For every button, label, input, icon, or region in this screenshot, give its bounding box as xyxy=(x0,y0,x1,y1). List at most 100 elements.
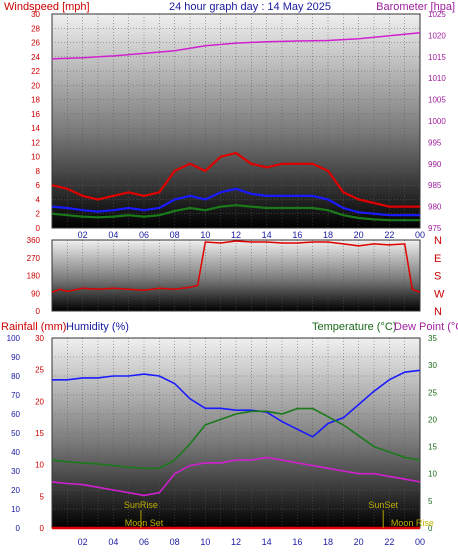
plot-background xyxy=(52,14,420,228)
barometer-tick-label: 990 xyxy=(428,160,442,169)
dew-point-line xyxy=(51,456,421,497)
wind-barometer-plot-area xyxy=(51,13,421,229)
direction-tick-label: 270 xyxy=(27,254,41,263)
x-tick-label: 02 xyxy=(78,537,88,547)
direction-tick-label: 0 xyxy=(36,307,41,316)
temperature-tick-label: 15 xyxy=(428,443,437,452)
windspeed-tick-label: 24 xyxy=(31,53,40,62)
compass-tick-label: W xyxy=(434,288,445,300)
rainfall-tick-label: 25 xyxy=(35,366,44,375)
rainfall-tick-label: 0 xyxy=(40,524,45,533)
barometer-tick-label: 1010 xyxy=(428,74,446,83)
windspeed-tick-label: 10 xyxy=(31,153,40,162)
windspeed-axis-label: Windspeed [mph] xyxy=(4,1,90,13)
x-tick-label: 00 xyxy=(415,537,425,547)
x-tick-label: 16 xyxy=(292,230,302,240)
barometer-tick-label: 1015 xyxy=(428,53,446,62)
windspeed-tick-label: 18 xyxy=(31,96,40,105)
compass-tick-label: N xyxy=(434,306,442,318)
x-tick-label: 02 xyxy=(78,230,88,240)
sun-event-label: SunRise xyxy=(124,500,158,510)
compass-tick-label: N xyxy=(434,235,442,247)
temperature-tick-label: 25 xyxy=(428,388,437,397)
barometer-tick-label: 985 xyxy=(428,181,442,190)
temperature-line xyxy=(51,407,421,470)
x-tick-label: 06 xyxy=(139,537,149,547)
barometer-tick-label: 980 xyxy=(428,203,442,212)
windspeed-tick-label: 12 xyxy=(31,138,40,147)
rainfall-tick-label: 20 xyxy=(35,397,44,406)
x-tick-label: 20 xyxy=(354,537,364,547)
rainfall-tick-label: 15 xyxy=(35,429,44,438)
humidity-tick-label: 80 xyxy=(11,372,20,381)
dew-point-axis-label: Dew Point (°C xyxy=(394,321,458,333)
windspeed-tick-label: 16 xyxy=(31,110,40,119)
windspeed-tick-label: 22 xyxy=(31,67,40,76)
humidity-tick-label: 30 xyxy=(11,467,20,476)
windspeed-tick-label: 28 xyxy=(31,24,40,33)
windspeed-tick-label: 30 xyxy=(31,10,40,19)
x-tick-label: 18 xyxy=(323,230,333,240)
wind-series-line-0 xyxy=(51,151,420,208)
humidity-tick-label: 100 xyxy=(7,334,21,343)
windspeed-tick-label: 26 xyxy=(31,39,40,48)
x-tick-label: 12 xyxy=(231,537,241,547)
moon-event-label: Moon Set xyxy=(125,518,164,528)
x-tick-label: 22 xyxy=(384,230,394,240)
wind-series-line-2 xyxy=(51,204,420,222)
humidity-tick-label: 60 xyxy=(11,410,20,419)
x-tick-label: 00 xyxy=(415,230,425,240)
x-tick-label: 18 xyxy=(323,537,333,547)
plot-background xyxy=(52,240,420,311)
x-tick-label: 16 xyxy=(292,537,302,547)
wind-direction-line xyxy=(51,240,421,293)
temperature-tick-label: 5 xyxy=(428,497,433,506)
plot-frame xyxy=(51,239,421,312)
windspeed-tick-label: 2 xyxy=(36,210,41,219)
humidity-tick-label: 70 xyxy=(11,391,20,400)
humidity-tick-label: 0 xyxy=(16,524,21,533)
temperature-tick-label: 0 xyxy=(428,524,433,533)
x-tick-label: 08 xyxy=(170,230,180,240)
moon-event-label: Moon Rise xyxy=(391,518,434,528)
barometer-tick-label: 1020 xyxy=(428,31,446,40)
barometer-axis-label: Barometer [hpa] xyxy=(376,1,455,13)
compass-tick-label: E xyxy=(434,253,441,265)
sun-event-label: SunSet xyxy=(368,500,398,510)
x-tick-label: 22 xyxy=(384,537,394,547)
x-tick-label: 04 xyxy=(108,537,118,547)
humidity-tick-label: 90 xyxy=(11,353,20,362)
rainfall-tick-label: 30 xyxy=(35,334,44,343)
windspeed-tick-label: 20 xyxy=(31,81,40,90)
temperature-tick-label: 30 xyxy=(428,361,437,370)
temperature-tick-label: 35 xyxy=(428,334,437,343)
windspeed-tick-label: 6 xyxy=(36,181,41,190)
windspeed-tick-label: 8 xyxy=(36,167,41,176)
x-tick-label: 08 xyxy=(170,537,180,547)
chart-marks: 0246810121416182022242628309759809859909… xyxy=(7,10,447,547)
barometer-tick-label: 1025 xyxy=(428,10,446,19)
windspeed-tick-label: 0 xyxy=(36,224,41,233)
temperature-axis-label: Temperature (°C) xyxy=(312,321,396,333)
x-tick-label: 04 xyxy=(108,230,118,240)
direction-tick-label: 360 xyxy=(27,236,41,245)
direction-tick-label: 90 xyxy=(31,289,40,298)
windspeed-tick-label: 4 xyxy=(36,195,41,204)
barometer-tick-label: 995 xyxy=(428,138,442,147)
x-tick-label: 06 xyxy=(139,230,149,240)
rainfall-tick-label: 10 xyxy=(35,461,44,470)
windspeed-tick-label: 14 xyxy=(31,124,40,133)
x-tick-label: 12 xyxy=(231,230,241,240)
x-tick-label: 10 xyxy=(200,230,210,240)
humidity-tick-label: 50 xyxy=(11,429,20,438)
wind-series-line-1 xyxy=(51,187,420,217)
chart-title: 24 hour graph day : 14 May 2025 xyxy=(169,1,331,13)
temperature-tick-label: 20 xyxy=(428,415,437,424)
plot-frame xyxy=(51,13,421,229)
humidity-axis-label: Humidity (%) xyxy=(66,321,129,333)
humidity-line xyxy=(52,369,421,438)
rainfall-tick-label: 5 xyxy=(40,492,45,501)
humidity-tick-label: 40 xyxy=(11,448,20,457)
barometer-tick-label: 1005 xyxy=(428,96,446,105)
